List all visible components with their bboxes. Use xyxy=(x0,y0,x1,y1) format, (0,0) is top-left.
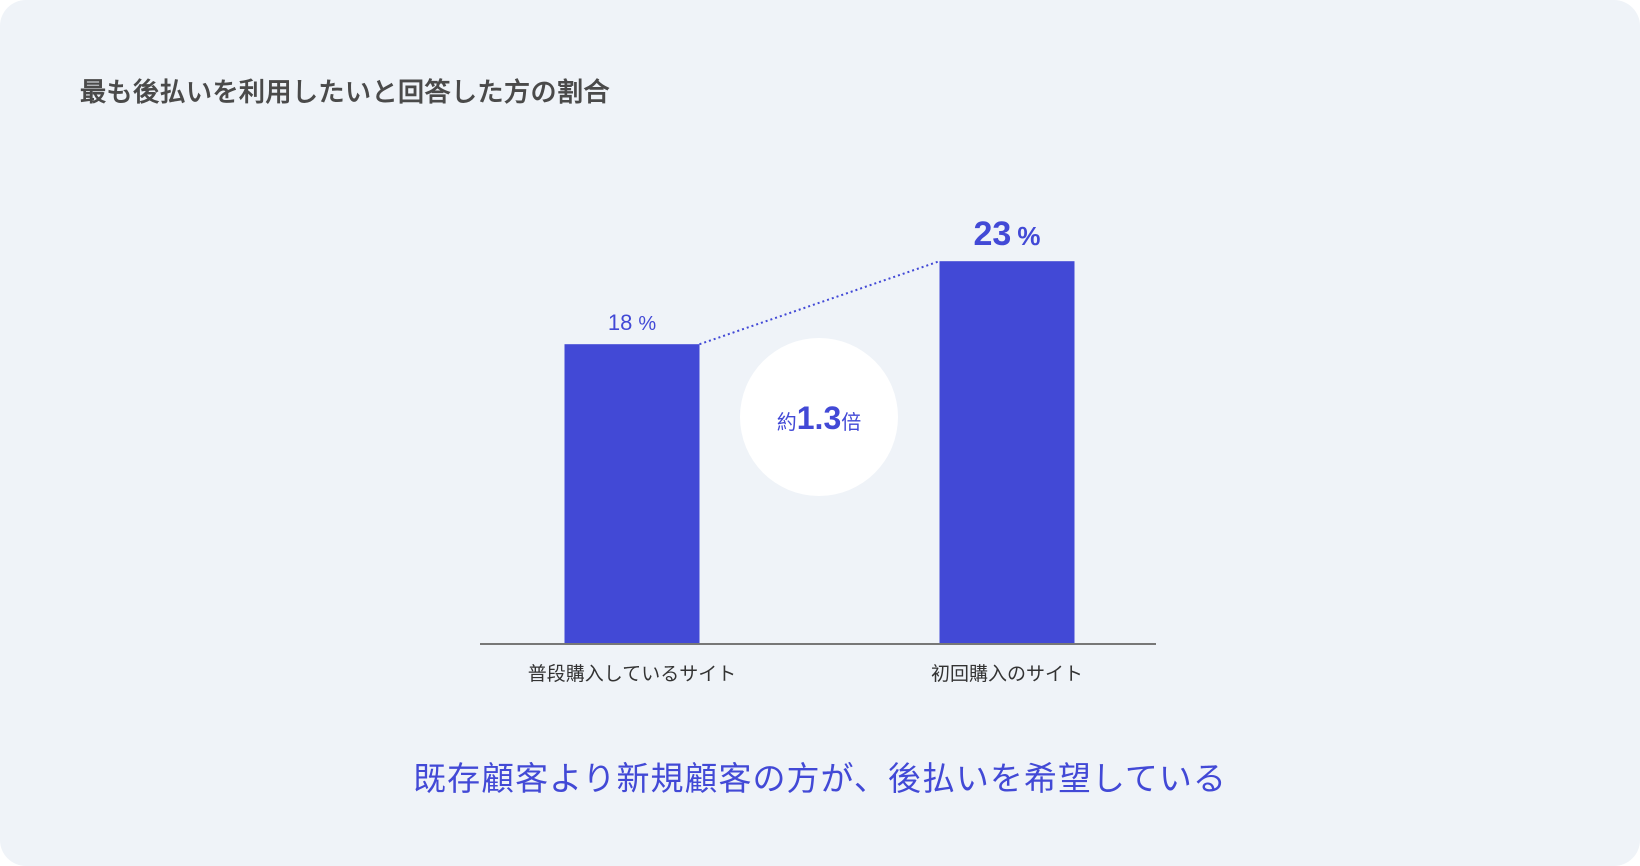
conclusion-text: 既存顧客より新規顧客の方が、後払いを希望している xyxy=(413,759,1227,798)
tick-label: 普段購入しているサイト xyxy=(528,663,736,685)
data-label: 23% xyxy=(974,215,1041,253)
tick-label: 初回購入のサイト xyxy=(931,663,1083,685)
ratio-label: 約1.3倍 xyxy=(777,400,861,436)
ratio-badge xyxy=(740,338,898,496)
chart-title: 最も後払いを利用したいと回答した方の割合 xyxy=(80,78,611,108)
bar xyxy=(564,344,700,643)
connector-line xyxy=(699,260,940,346)
bar xyxy=(939,261,1075,643)
data-label: 18% xyxy=(608,310,656,335)
